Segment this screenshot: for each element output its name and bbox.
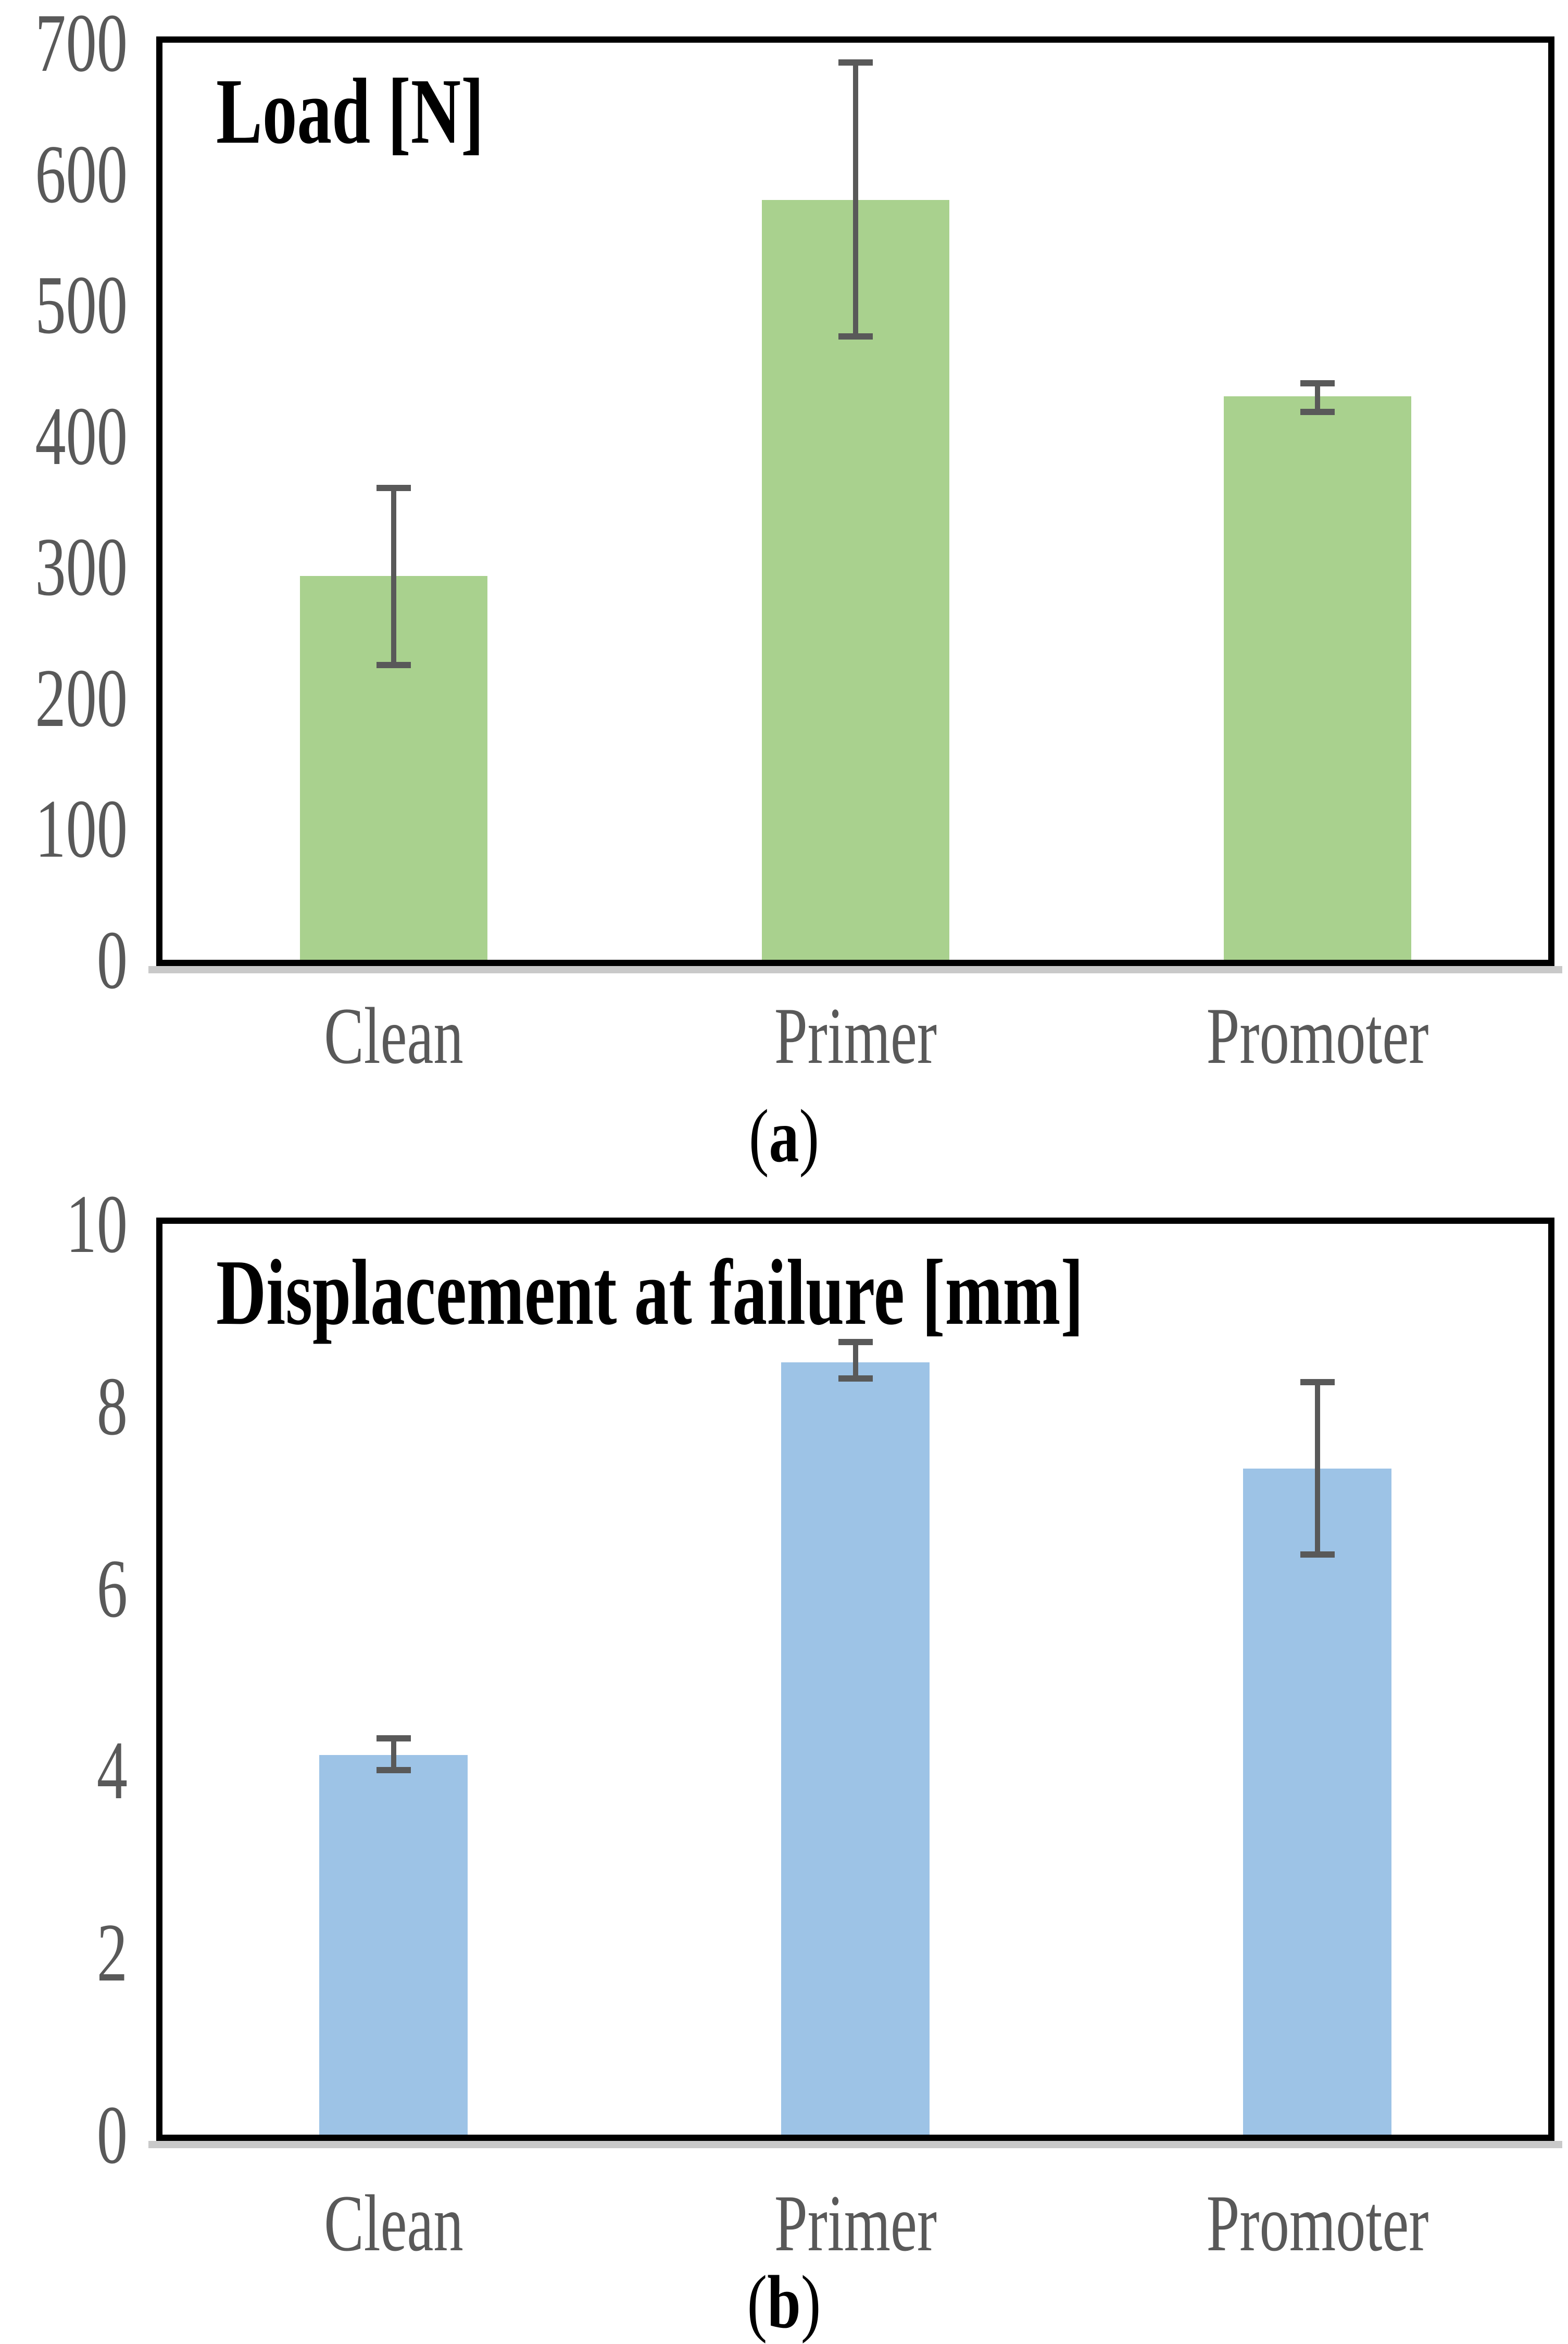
y-tick-label: 300 bbox=[35, 520, 128, 613]
caption-a-open-paren: ( bbox=[748, 1095, 769, 1178]
y-tick-label: 0 bbox=[96, 913, 128, 1006]
error-bar-primer bbox=[852, 1342, 858, 1379]
caption-b-letter: b bbox=[767, 2261, 801, 2344]
error-cap-bottom-promoter bbox=[1300, 409, 1335, 416]
bar-promoter bbox=[1243, 1469, 1391, 2135]
y-tick-label: 600 bbox=[35, 127, 128, 220]
axis-shadow-line-a bbox=[148, 966, 1562, 973]
error-cap-bottom-promoter bbox=[1300, 1551, 1335, 1558]
y-tick-label: 0 bbox=[96, 2088, 128, 2181]
error-bar-primer bbox=[852, 62, 858, 336]
error-cap-bottom-primer bbox=[838, 333, 873, 340]
error-cap-bottom-clean bbox=[376, 661, 411, 668]
error-bar-clean bbox=[391, 488, 396, 665]
plot-area-b bbox=[156, 1218, 1554, 2141]
y-tick-label: 2 bbox=[96, 1906, 128, 1999]
y-tick-label: 200 bbox=[35, 651, 128, 744]
y-tick-label: 700 bbox=[35, 0, 128, 89]
axis-shadow-line-b bbox=[148, 2141, 1562, 2148]
x-category-label-promoter: Promoter bbox=[1206, 2178, 1428, 2268]
caption-b-close-paren: ) bbox=[800, 2261, 821, 2344]
x-category-label-clean: Clean bbox=[323, 991, 463, 1081]
x-category-label-primer: Primer bbox=[774, 991, 937, 1081]
error-cap-top-primer bbox=[838, 1339, 873, 1346]
caption-b-open-paren: ( bbox=[747, 2261, 768, 2344]
y-tick-label: 100 bbox=[35, 782, 128, 875]
error-cap-bottom-clean bbox=[376, 1767, 411, 1774]
y-tick-label: 400 bbox=[35, 389, 128, 482]
error-bar-promoter bbox=[1314, 383, 1320, 412]
bar-primer bbox=[781, 1362, 930, 2135]
y-tick-label: 500 bbox=[35, 258, 128, 352]
chart-title-a: Load [N] bbox=[216, 59, 484, 163]
error-cap-bottom-primer bbox=[838, 1375, 873, 1382]
y-tick-label: 4 bbox=[96, 1724, 128, 1817]
y-tick-label: 8 bbox=[96, 1359, 128, 1452]
error-cap-top-primer bbox=[838, 59, 873, 66]
caption-a-letter: a bbox=[769, 1095, 799, 1178]
caption-b: (b) bbox=[157, 2257, 1411, 2344]
error-cap-top-promoter bbox=[1300, 1379, 1335, 1386]
bar-clean bbox=[319, 1754, 468, 2135]
error-cap-top-clean bbox=[376, 1735, 411, 1742]
caption-a-close-paren: ) bbox=[799, 1095, 820, 1178]
bar-promoter bbox=[1223, 396, 1411, 960]
x-category-label-clean: Clean bbox=[323, 2178, 463, 2268]
x-category-label-primer: Primer bbox=[774, 2178, 937, 2268]
y-tick-label: 6 bbox=[96, 1541, 128, 1635]
error-bar-clean bbox=[391, 1738, 396, 1771]
error-bar-promoter bbox=[1314, 1382, 1320, 1555]
y-tick-label: 10 bbox=[66, 1177, 128, 1270]
plot-area-a bbox=[156, 36, 1554, 966]
x-category-label-promoter: Promoter bbox=[1206, 991, 1428, 1081]
error-cap-top-clean bbox=[376, 485, 411, 492]
chart-title-b: Displacement at failure [mm] bbox=[216, 1240, 1084, 1344]
error-cap-top-promoter bbox=[1300, 380, 1335, 387]
caption-a: (a) bbox=[157, 1091, 1411, 1182]
